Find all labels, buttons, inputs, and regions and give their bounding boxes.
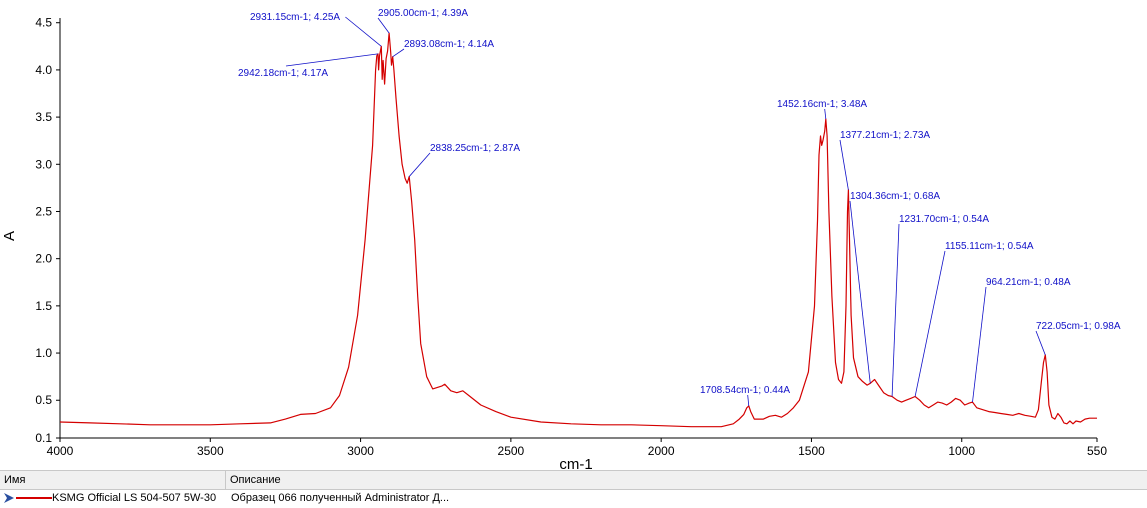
annotation-leader-line (408, 152, 431, 177)
series-layer (59, 32, 1097, 428)
y-axis-title: A (1, 231, 18, 241)
annotation-label: 1377.21cm-1; 2.73A (840, 130, 930, 141)
annotation-leader-line (377, 17, 390, 34)
y-tick-label: 2.5 (35, 204, 52, 218)
y-tick-label: 0.5 (35, 393, 52, 407)
annotation-leader-line (1035, 330, 1046, 356)
spectrum-chart: 4000 3500 3000 2500 2000 1500 1000 550 0.1 0.5 1.0… (1, 8, 1121, 470)
y-tick-label: 3.5 (35, 110, 52, 124)
annotation-label: 964.21cm-1; 0.48A (986, 277, 1071, 288)
annotation-label: 722.05cm-1; 0.98A (1036, 321, 1121, 332)
annotation-label: 1452.16cm-1; 3.48A (777, 99, 867, 110)
annotation-leader-line (891, 223, 900, 397)
column-header-name[interactable]: Имя (0, 471, 226, 489)
x-tick-label: 550 (1087, 444, 1107, 458)
x-tick-label: 2500 (498, 444, 525, 458)
row-pointer-icon (4, 493, 14, 503)
x-tick-label: 4000 (47, 444, 74, 458)
series-description: Образец 066 полученный Administrator Д..… (231, 492, 450, 504)
annotation-leader-line (824, 108, 827, 120)
column-header-description[interactable]: Описание (230, 474, 281, 486)
x-tick-label: 3500 (197, 444, 224, 458)
annotation-leader-line (914, 250, 946, 397)
annotations-layer: 2931.15cm-1; 4.25A 2905.00cm-1; 4.39A 2893… (238, 8, 1121, 406)
annotation-leader-line (345, 16, 382, 47)
x-tick-label: 3000 (347, 444, 374, 458)
y-tick-label: 4.0 (35, 63, 52, 77)
annotation-leader-line (285, 53, 379, 67)
annotation-leader-line (849, 200, 871, 384)
annotation-label: 2905.00cm-1; 4.39A (378, 8, 468, 19)
legend-header: Имя Описание (0, 470, 1147, 490)
annotation-label: 2893.08cm-1; 4.14A (404, 39, 494, 50)
annotation-label: 1708.54cm-1; 0.44A (700, 385, 790, 396)
x-tick-label: 2000 (648, 444, 675, 458)
annotation-leader-line (392, 48, 405, 58)
legend-row[interactable]: KSMG Official LS 504-507 5W-30 Образец 0… (0, 489, 1147, 507)
series-color-swatch (16, 497, 52, 499)
y-tick-label: 4.5 (35, 16, 52, 30)
legend-table: Имя Описание KSMG Official LS 504-507 5W… (0, 470, 1147, 508)
annotation-label: 2931.15cm-1; 4.25A (250, 12, 340, 23)
x-tick-label: 1500 (798, 444, 825, 458)
series-name: KSMG Official LS 504-507 5W-30 (52, 492, 217, 504)
y-tick-label: 2.0 (35, 252, 52, 266)
y-tick-label: 3.0 (35, 157, 52, 171)
y-tick-label: 0.1 (35, 431, 52, 445)
x-tick-label: 1000 (948, 444, 975, 458)
annotation-leader-line (747, 394, 750, 406)
annotation-label: 1155.11cm-1; 0.54A (945, 241, 1034, 252)
annotation-label: 2942.18cm-1; 4.17A (238, 68, 328, 79)
annotation-label: 2838.25cm-1; 2.87A (430, 143, 520, 154)
annotation-leader-line (972, 286, 987, 403)
x-axis-title: cm-1 (559, 456, 592, 470)
axes-layer: 4000 3500 3000 2500 2000 1500 1000 550 0.1 0.5 1.0… (35, 16, 1107, 458)
spectrum-line (59, 32, 1097, 428)
y-tick-label: 1.5 (35, 299, 52, 313)
annotation-leader-line (839, 139, 849, 190)
y-tick-label: 1.0 (35, 346, 52, 360)
annotation-label: 1231.70cm-1; 0.54A (899, 214, 989, 225)
annotation-label: 1304.36cm-1; 0.68A (850, 191, 940, 202)
